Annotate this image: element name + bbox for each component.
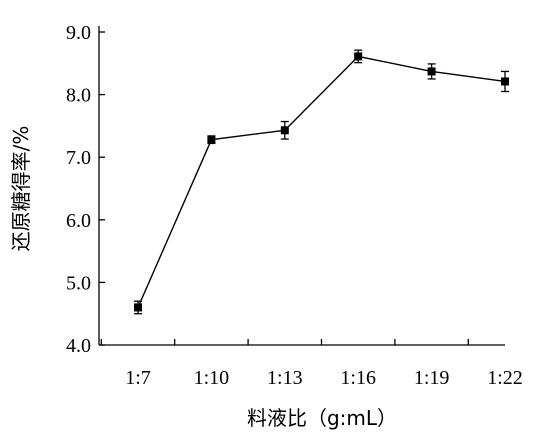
error-bars <box>134 49 509 315</box>
data-point <box>207 135 216 144</box>
data-point <box>501 77 509 86</box>
x-axis-title: 料液比（g:mL） <box>247 406 397 430</box>
data-point <box>134 303 142 312</box>
plot-area <box>134 52 509 312</box>
y-tick-label: 8.0 <box>66 85 91 107</box>
axes <box>98 26 505 346</box>
x-ticks: 1:7 1:10 1:13 1:16 1:19 1:22 <box>100 339 523 389</box>
y-tick-label: 7.0 <box>66 147 91 169</box>
data-point <box>354 52 363 61</box>
data-point <box>427 67 436 76</box>
y-ticks: 4.0 5.0 6.0 7.0 8.0 9.0 <box>66 22 105 357</box>
x-tick-label: 1:22 <box>487 367 523 389</box>
y-tick-label: 4.0 <box>66 335 91 357</box>
y-axis-title: 还原糖得率/% <box>9 126 33 252</box>
x-tick-label: 1:16 <box>340 367 376 389</box>
x-tick-label: 1:7 <box>125 367 151 389</box>
y-tick-label: 6.0 <box>66 210 91 232</box>
data-point <box>280 126 289 135</box>
x-tick-label: 1:13 <box>267 367 303 389</box>
series-line <box>137 55 506 308</box>
y-tick-label: 5.0 <box>66 272 91 294</box>
y-tick-label: 9.0 <box>66 22 91 44</box>
x-tick-label: 1:10 <box>194 367 230 389</box>
x-tick-label: 1:19 <box>414 367 450 389</box>
